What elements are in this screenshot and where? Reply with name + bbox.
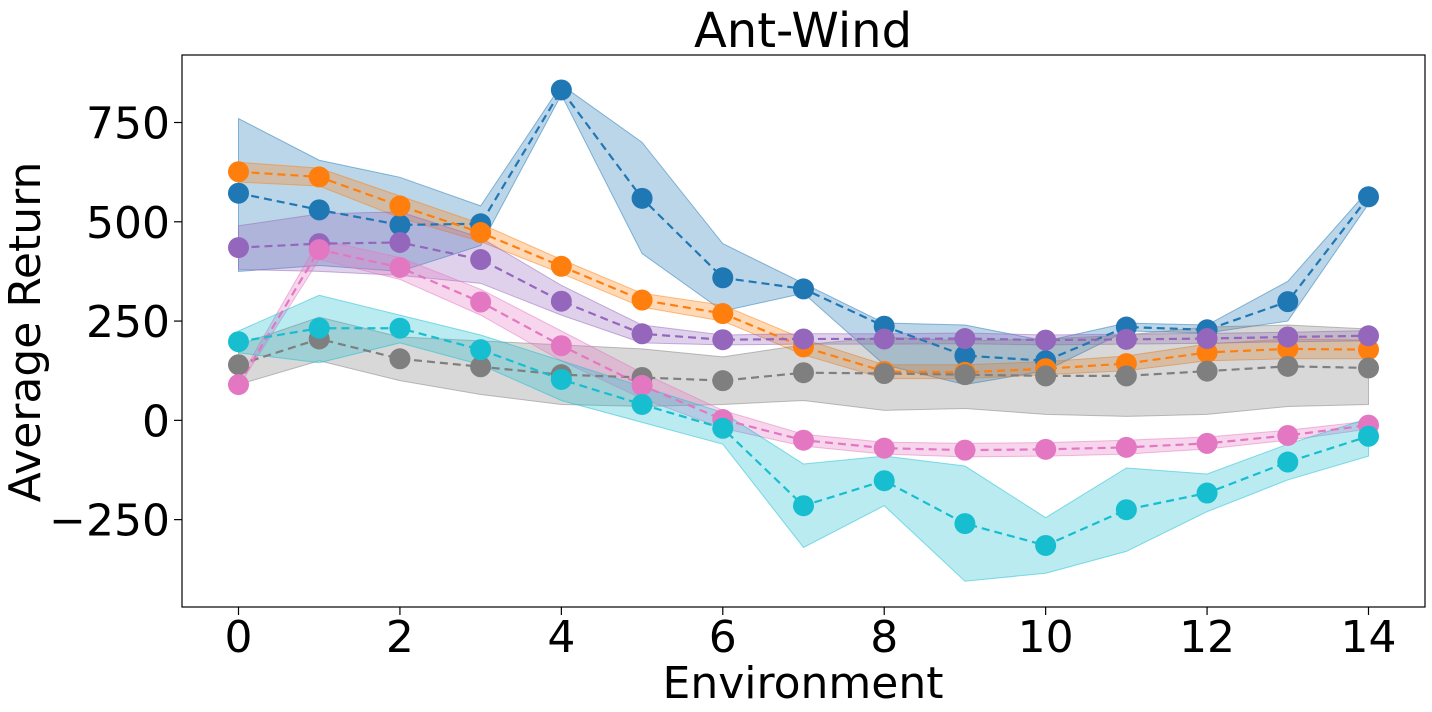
point-pink (228, 374, 249, 396)
x-axis-label: Environment (663, 658, 944, 709)
point-purple (1277, 326, 1299, 348)
chart-title: Ant-Wind (694, 3, 912, 59)
point-gray (712, 370, 734, 392)
point-pink (1035, 438, 1057, 460)
point-gray (1277, 355, 1299, 377)
x-tick-label: 14 (1341, 612, 1397, 663)
x-tick-label: 8 (870, 612, 898, 663)
line-orange (238, 170, 1369, 374)
point-purple (873, 328, 895, 350)
point-cyan (550, 368, 572, 390)
point-purple (1358, 325, 1379, 347)
point-cyan (389, 317, 411, 339)
y-tick-label: 750 (86, 99, 170, 150)
point-pink (1196, 432, 1218, 454)
point-gray (470, 356, 492, 378)
point-cyan (712, 417, 734, 439)
plot-area-frame (181, 54, 1426, 608)
point-orange (631, 289, 653, 311)
x-tick-label: 2 (386, 612, 414, 663)
point-gray (1035, 365, 1057, 387)
point-purple (712, 329, 734, 351)
point-pink (873, 437, 895, 459)
y-tick-label: 500 (86, 198, 170, 249)
point-purple (1035, 329, 1057, 351)
point-purple (1115, 328, 1137, 350)
point-pink (1277, 424, 1299, 446)
point-pink (389, 256, 411, 278)
point-cyan (1115, 499, 1137, 521)
point-blue (631, 187, 653, 209)
point-purple (1196, 328, 1218, 350)
point-cyan (228, 331, 249, 353)
point-gray (389, 348, 411, 370)
point-gray (228, 354, 249, 376)
x-tick-label: 4 (547, 612, 575, 663)
point-pink (954, 439, 976, 461)
point-orange (712, 303, 734, 325)
point-cyan (793, 495, 814, 517)
y-tick-label: 250 (86, 297, 170, 348)
point-pink (631, 374, 653, 396)
point-orange (228, 161, 249, 183)
point-purple (631, 323, 653, 345)
point-cyan (470, 339, 492, 361)
point-blue (228, 182, 249, 204)
point-blue (308, 199, 330, 221)
point-purple (793, 328, 814, 350)
point-pink (1115, 436, 1137, 458)
point-pink (470, 291, 492, 313)
point-purple (470, 249, 492, 271)
point-gray (1358, 357, 1379, 379)
y-axis-label: Average Return (0, 162, 51, 503)
point-pink (793, 429, 814, 451)
point-gray (1115, 365, 1137, 387)
point-purple (550, 290, 572, 312)
point-blue (712, 267, 734, 289)
point-pink (308, 239, 330, 261)
point-cyan (1196, 482, 1218, 504)
point-blue (954, 345, 976, 367)
y-axis-ticks: −250 0 250 500 750 (49, 99, 182, 547)
point-orange (308, 166, 330, 188)
point-cyan (308, 317, 330, 339)
point-gray (873, 362, 895, 384)
y-tick-label: −250 (49, 496, 170, 547)
point-cyan (1277, 451, 1299, 473)
point-cyan (954, 513, 976, 535)
point-purple (954, 328, 976, 350)
x-axis-ticks: 0 2 4 6 8 10 12 14 (225, 607, 1397, 663)
point-purple (389, 231, 411, 253)
x-tick-label: 12 (1179, 612, 1235, 663)
point-orange (550, 255, 572, 277)
point-orange (389, 195, 411, 217)
x-tick-label: 0 (225, 612, 253, 663)
series-markers (228, 79, 1379, 556)
point-purple (228, 237, 249, 259)
point-cyan (631, 393, 653, 415)
line-purple (238, 241, 1369, 342)
point-blue (1358, 186, 1379, 208)
point-cyan (873, 470, 895, 492)
point-blue (550, 79, 572, 101)
point-pink (550, 335, 572, 357)
point-blue (793, 278, 814, 300)
point-blue (389, 214, 411, 236)
point-blue (1277, 291, 1299, 313)
point-cyan (1035, 534, 1057, 556)
point-gray (793, 362, 814, 384)
x-tick-label: 10 (1018, 612, 1074, 663)
x-tick-label: 6 (709, 612, 737, 663)
point-cyan (1358, 425, 1379, 447)
point-gray (954, 364, 976, 386)
y-tick-label: 0 (142, 396, 170, 447)
point-gray (1196, 360, 1218, 382)
point-orange (470, 222, 492, 244)
